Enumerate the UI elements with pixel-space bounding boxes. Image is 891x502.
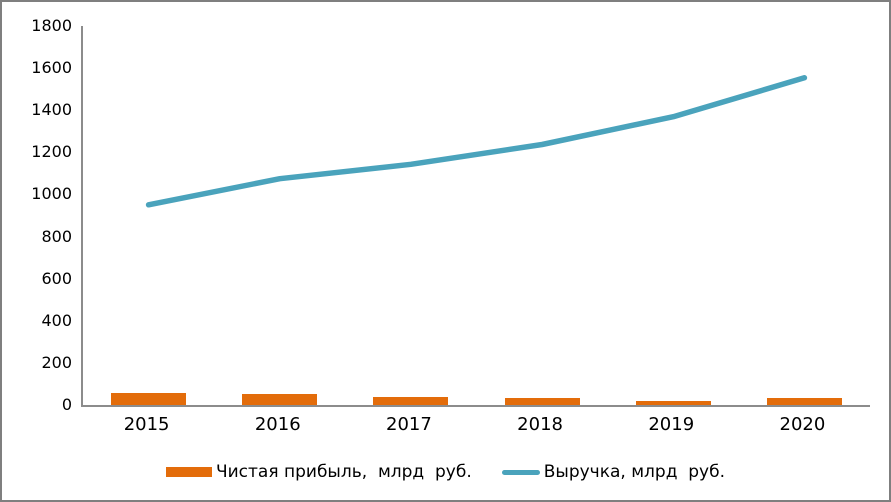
y-axis-label: 1400 bbox=[31, 100, 72, 120]
y-axis-label: 0 bbox=[61, 395, 72, 414]
x-axis-label: 2018 bbox=[517, 414, 563, 435]
x-axis-label: 2016 bbox=[254, 414, 301, 435]
y-axis-label: 600 bbox=[41, 268, 72, 288]
line-series-revenue bbox=[145, 75, 808, 208]
legend-label-revenue: Выручка, млрд руб. bbox=[543, 462, 725, 482]
x-axis: 2015 2016 2017 2018 2019 2020 bbox=[81, 414, 868, 438]
y-axis-label: 1200 bbox=[31, 142, 72, 162]
bar-net-profit-2017 bbox=[373, 397, 449, 405]
revenue-line bbox=[145, 75, 808, 208]
x-axis-label: 2015 bbox=[123, 414, 170, 435]
bar-net-profit-2015 bbox=[111, 392, 187, 405]
legend: Чистая прибыль, млрд руб. Выручка, млрд … bbox=[2, 459, 889, 485]
legend-label-net-profit: Чистая прибыль, млрд руб. bbox=[215, 462, 472, 482]
bar-net-profit-2016 bbox=[242, 393, 318, 405]
y-axis-label: 1600 bbox=[31, 58, 72, 78]
y-axis-label: 400 bbox=[41, 310, 72, 330]
bar-net-profit-2018 bbox=[504, 397, 580, 405]
y-axis: 0 200 400 600 800 1000 1200 1400 1600 1800 bbox=[2, 16, 72, 414]
x-axis-label: 2020 bbox=[779, 414, 826, 435]
y-axis-label: 1800 bbox=[31, 16, 72, 35]
revenue-swatch-icon bbox=[501, 469, 540, 475]
y-axis-label: 200 bbox=[41, 352, 72, 372]
legend-item-net-profit: Чистая прибыль, млрд руб. bbox=[165, 462, 472, 482]
y-axis-label: 1000 bbox=[31, 184, 72, 204]
net-profit-swatch-icon bbox=[165, 467, 212, 477]
bar-net-profit-2020 bbox=[766, 397, 842, 405]
x-axis-label: 2017 bbox=[386, 414, 432, 435]
legend-item-revenue: Выручка, млрд руб. bbox=[501, 462, 725, 482]
bar-net-profit-2019 bbox=[635, 401, 711, 405]
x-axis-label: 2019 bbox=[648, 414, 695, 435]
plot-area bbox=[81, 26, 870, 407]
y-axis-label: 800 bbox=[41, 226, 72, 246]
